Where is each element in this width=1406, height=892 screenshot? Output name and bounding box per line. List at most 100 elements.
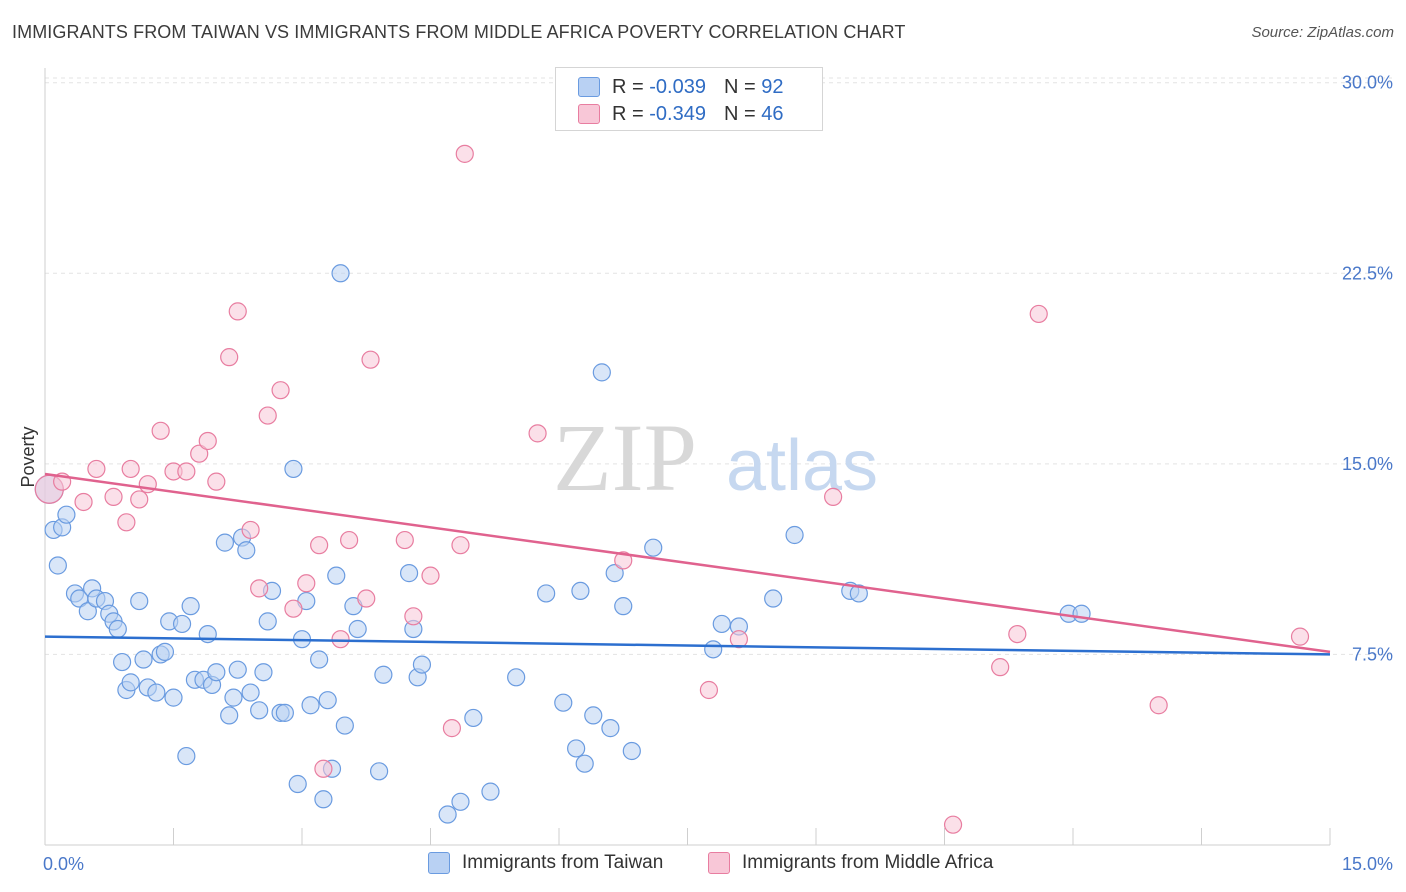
taiwan-point bbox=[228, 660, 247, 679]
middle-africa-point bbox=[824, 487, 843, 506]
middle-africa-point bbox=[74, 492, 93, 512]
middle-africa-point bbox=[528, 424, 547, 443]
taiwan-point bbox=[284, 459, 303, 479]
middle-africa-point bbox=[250, 579, 269, 598]
middle-africa-point bbox=[1029, 304, 1048, 324]
trend-lines bbox=[44, 472, 1331, 656]
bottom-legend-label-middle-africa: Immigrants from Middle Africa bbox=[742, 852, 994, 873]
middle-africa-point bbox=[228, 302, 247, 321]
legend-row-middle-africa: R = -0.349 N = 46 bbox=[578, 101, 783, 127]
middle-africa-point bbox=[190, 444, 209, 463]
middle-africa-point bbox=[442, 719, 462, 738]
taiwan-point bbox=[130, 591, 149, 611]
taiwan-point bbox=[348, 619, 367, 639]
taiwan-point bbox=[507, 668, 526, 687]
middle-africa-point bbox=[271, 381, 290, 400]
watermark-zip: ZIP bbox=[553, 404, 697, 511]
middle-africa-point bbox=[421, 566, 440, 585]
middle-africa-point bbox=[177, 462, 196, 481]
legend-n-label: N = bbox=[723, 102, 756, 125]
taiwan-point bbox=[288, 774, 307, 794]
legend-n-label: N = bbox=[723, 75, 756, 98]
middle-africa-point bbox=[614, 551, 633, 570]
middle-africa-point bbox=[361, 350, 380, 369]
taiwan-point bbox=[164, 688, 183, 707]
taiwan-point bbox=[331, 264, 350, 283]
taiwan-point bbox=[220, 706, 239, 725]
taiwan-point bbox=[112, 652, 132, 672]
taiwan-point bbox=[237, 541, 256, 560]
correlation-legend: R = -0.039 N = 92 R = -0.349 N = 46 bbox=[555, 67, 823, 131]
taiwan-point bbox=[250, 701, 269, 720]
middle-africa-point bbox=[1149, 696, 1168, 715]
middle-africa-point bbox=[991, 658, 1010, 677]
taiwan-point bbox=[207, 663, 226, 682]
taiwan-point bbox=[575, 754, 594, 773]
taiwan-point bbox=[601, 719, 620, 738]
middle-africa-point bbox=[151, 421, 170, 440]
middle-africa-point bbox=[699, 680, 719, 700]
legend-n-value: 92 bbox=[761, 75, 784, 98]
taiwan-point bbox=[177, 746, 196, 766]
taiwan-point bbox=[327, 566, 346, 585]
taiwan-point bbox=[301, 696, 320, 715]
taiwan-point bbox=[57, 505, 76, 524]
taiwan-point bbox=[224, 688, 243, 707]
taiwan-point bbox=[275, 703, 294, 722]
taiwan-point bbox=[318, 691, 337, 710]
taiwan-point bbox=[335, 716, 354, 735]
legend-r-label: R = bbox=[612, 75, 644, 98]
y-tick-label: 15.0% bbox=[1342, 454, 1393, 474]
taiwan-point bbox=[605, 564, 624, 583]
middle-africa-point bbox=[258, 406, 277, 425]
legend-r-value: -0.039 bbox=[649, 75, 706, 98]
taiwan-point bbox=[254, 663, 273, 682]
y-tick-label: 7.5% bbox=[1352, 644, 1393, 664]
taiwan-point bbox=[48, 556, 67, 575]
taiwan-point bbox=[537, 584, 556, 603]
taiwan-point bbox=[310, 650, 329, 669]
taiwan-point bbox=[464, 708, 483, 728]
taiwan-point bbox=[644, 538, 663, 557]
taiwan-point bbox=[78, 602, 97, 621]
taiwan-point bbox=[614, 597, 633, 616]
bottom-legend-swatch-middle-africa bbox=[708, 852, 730, 874]
middle-africa-point bbox=[207, 472, 226, 491]
legend-r-label: R = bbox=[612, 102, 644, 125]
axes bbox=[44, 68, 1331, 846]
taiwan-point bbox=[584, 706, 603, 725]
taiwan-point bbox=[592, 363, 611, 382]
middle-africa-point bbox=[121, 459, 140, 479]
middle-africa-point bbox=[130, 490, 149, 509]
taiwan-point bbox=[571, 581, 590, 601]
source-label: Source: ZipAtlas.com bbox=[1251, 24, 1394, 41]
middle-africa-point bbox=[284, 599, 303, 618]
middle-africa-point bbox=[1008, 624, 1027, 644]
watermark-atlas: atlas bbox=[726, 426, 878, 506]
middle-africa-trend-line bbox=[44, 472, 1331, 654]
taiwan-point bbox=[764, 589, 783, 608]
middle-africa-point bbox=[117, 513, 136, 532]
taiwan-point bbox=[215, 533, 234, 552]
middle-africa-point bbox=[404, 607, 423, 626]
taiwan-point bbox=[108, 619, 127, 639]
taiwan-point bbox=[258, 612, 277, 631]
taiwan-point bbox=[554, 693, 573, 712]
taiwan-point bbox=[181, 597, 200, 616]
chart-title: IMMIGRANTS FROM TAIWAN VS IMMIGRANTS FRO… bbox=[12, 22, 906, 42]
taiwan-point bbox=[481, 782, 500, 801]
taiwan-point bbox=[622, 741, 641, 761]
middle-africa-point bbox=[340, 530, 359, 550]
middle-africa-point bbox=[314, 759, 333, 778]
middle-africa-point bbox=[1290, 627, 1310, 646]
taiwan-point bbox=[314, 790, 333, 809]
taiwan-point bbox=[172, 614, 192, 634]
taiwan-point bbox=[241, 683, 260, 702]
taiwan-point bbox=[155, 642, 175, 661]
taiwan-point bbox=[567, 739, 586, 758]
taiwan-point bbox=[147, 683, 166, 702]
taiwan-point bbox=[399, 564, 419, 583]
taiwan-point bbox=[712, 614, 731, 634]
taiwan-point bbox=[121, 673, 140, 692]
bottom-legend-middle-africa: Immigrants from Middle Africa bbox=[708, 852, 993, 874]
